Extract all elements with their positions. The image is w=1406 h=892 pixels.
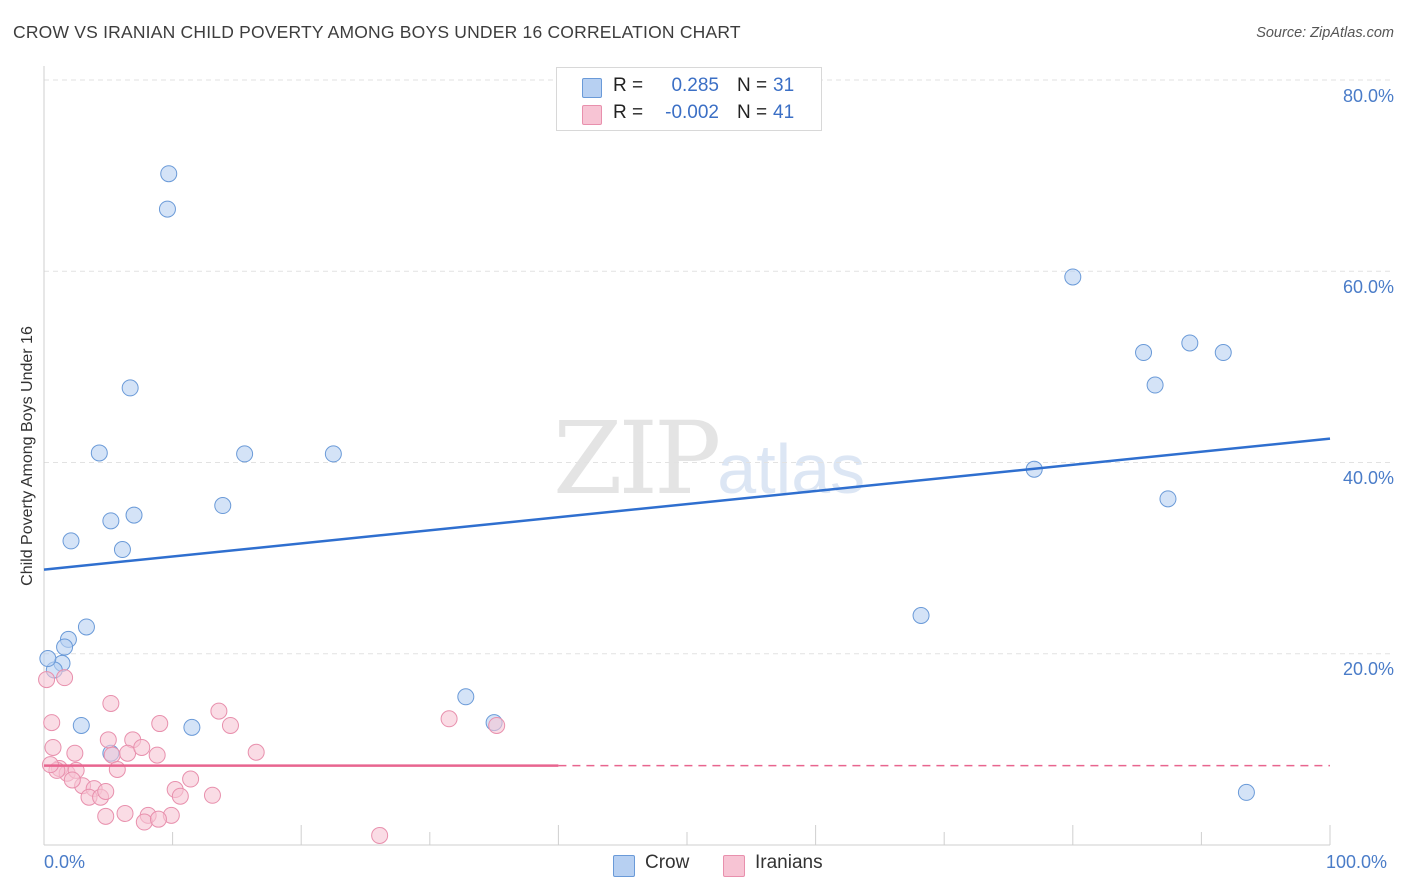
legend-swatch-crow — [582, 78, 602, 98]
bottom-legend-label-iranians: Iranians — [755, 852, 823, 873]
iranians-point — [38, 671, 56, 689]
iranians-point — [203, 786, 221, 804]
crow-point — [113, 541, 131, 559]
crow-point — [1181, 334, 1199, 352]
legend-r-value: 0.285 — [671, 75, 719, 96]
y-tick-label: 40.0% — [1342, 468, 1394, 488]
crow-point — [1159, 490, 1177, 508]
iranians-point — [63, 771, 81, 789]
iranians-point — [119, 744, 137, 762]
iranians-point — [440, 710, 458, 728]
crow-point — [102, 512, 120, 530]
iranians-point — [133, 738, 151, 756]
iranians-point — [44, 738, 62, 756]
iranians-point — [135, 813, 153, 831]
crow-point — [324, 445, 342, 463]
bottom-legend-label-crow: Crow — [645, 852, 690, 873]
iranians-point — [149, 810, 167, 828]
legend-r-value: -0.002 — [665, 102, 719, 123]
crow-point — [90, 444, 108, 462]
iranians-point — [151, 715, 169, 733]
y-tick-label: 20.0% — [1342, 659, 1394, 679]
crow-point — [39, 650, 57, 668]
iranians-point — [371, 826, 389, 844]
crow-point — [56, 638, 74, 656]
crow-point — [214, 497, 232, 515]
bottom-legend-swatch-crow — [613, 855, 635, 877]
chart-title: CROW VS IRANIAN CHILD POVERTY AMONG BOYS… — [13, 22, 741, 42]
y-tick-label: 80.0% — [1342, 86, 1394, 106]
legend-r-label: R = — [613, 75, 644, 96]
crow-point — [1064, 268, 1082, 286]
x-tick-label: 0.0% — [44, 852, 86, 872]
iranians-point — [97, 782, 115, 800]
legend-swatch-iranians — [582, 105, 602, 125]
legend-n-label: N = — [737, 102, 768, 123]
iranians-point — [488, 716, 506, 734]
crow-point — [158, 200, 176, 218]
crow-point — [912, 607, 930, 624]
iranians-point — [56, 669, 74, 687]
legend-row-crow: R = 0.285 N = 31 — [557, 75, 821, 101]
legend-r-label: R = — [613, 102, 644, 123]
chart-source: Source: ZipAtlas.com — [1256, 25, 1394, 41]
iranians-point — [66, 744, 84, 762]
iranians-point — [99, 731, 117, 749]
crow-point — [72, 716, 90, 734]
iranians-point — [102, 694, 120, 712]
x-tick-label: 100.0% — [1326, 852, 1388, 872]
iranians-point — [210, 702, 228, 720]
iranians-point — [103, 746, 121, 764]
iranians-point — [116, 804, 134, 822]
crow-point — [62, 532, 80, 550]
correlation-legend: R = 0.285 N = 31 R = -0.002 N = 41 — [556, 67, 822, 131]
crow-point — [1146, 376, 1164, 394]
iranians-point — [43, 714, 61, 732]
legend-n-value: 31 — [773, 75, 795, 96]
iranians-point — [108, 760, 126, 778]
legend-n-value: 41 — [773, 102, 795, 123]
crow-point — [1135, 344, 1153, 362]
crow-point — [160, 165, 178, 183]
bottom-legend-swatch-iranians — [723, 855, 745, 877]
legend-row-iranians: R = -0.002 N = 41 — [557, 102, 821, 128]
crow-point — [1237, 783, 1255, 801]
crow-point — [125, 506, 143, 524]
crow-trend-line — [43, 437, 1331, 571]
crow-point — [1214, 344, 1232, 362]
watermark-zip: ZIP — [553, 400, 721, 517]
watermark: ZIPatlas — [553, 400, 865, 517]
crow-point — [457, 688, 475, 706]
crow-point — [121, 379, 139, 397]
y-axis-label: Child Poverty Among Boys Under 16 — [19, 326, 36, 586]
iranians-point — [221, 716, 239, 734]
iranians-point — [171, 787, 189, 805]
crow-point — [77, 618, 95, 636]
iranians-point — [182, 770, 200, 788]
crow-point — [183, 718, 201, 736]
iranians-point — [148, 746, 166, 764]
iranians-point — [97, 807, 115, 825]
iranians-point — [247, 743, 265, 761]
legend-n-label: N = — [737, 75, 768, 96]
crow-point — [236, 445, 254, 463]
y-tick-label: 60.0% — [1342, 277, 1394, 297]
watermark-atlas: atlas — [717, 430, 866, 508]
